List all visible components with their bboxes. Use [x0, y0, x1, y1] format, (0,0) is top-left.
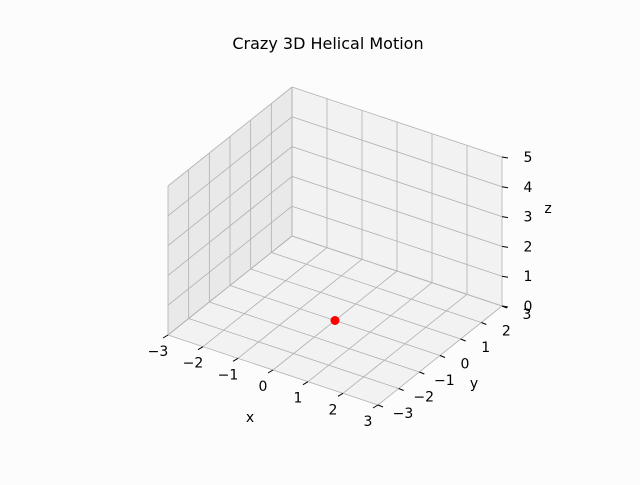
- x-tick-label: −2: [183, 356, 204, 372]
- y-tick: [419, 372, 424, 374]
- x-tick-label: −3: [148, 344, 169, 360]
- z-tick: [502, 217, 508, 218]
- x-tick-label: 2: [329, 402, 338, 418]
- y-tick-label: −3: [393, 406, 414, 422]
- x-tick: [163, 335, 168, 338]
- x-tick-label: −1: [218, 367, 239, 383]
- z-tick-label: 2: [524, 239, 533, 255]
- y-tick-label: 1: [481, 340, 490, 356]
- y-tick: [378, 405, 383, 407]
- z-axis-label: z: [544, 201, 551, 217]
- x-tick: [373, 405, 378, 408]
- y-axis-label: y: [470, 376, 478, 392]
- x-tick: [268, 370, 273, 373]
- x-axis-label: x: [246, 410, 254, 426]
- x-tick: [233, 358, 238, 361]
- z-tick: [502, 246, 508, 247]
- z-tick-label: 3: [524, 210, 533, 226]
- chart-title: Crazy 3D Helical Motion: [232, 34, 423, 53]
- y-tick-label: 0: [461, 357, 470, 373]
- x-tick-label: 0: [259, 379, 268, 395]
- y-tick: [399, 389, 404, 391]
- y-tick-label: 2: [502, 324, 511, 340]
- x-tick-label: 1: [294, 391, 303, 407]
- z-tick-label: 4: [524, 180, 533, 196]
- y-tick: [481, 323, 486, 325]
- y-tick: [440, 356, 445, 358]
- z-tick: [502, 276, 508, 277]
- y-tick: [461, 339, 466, 341]
- y-tick-label: −2: [413, 390, 434, 406]
- x-tick: [198, 347, 203, 350]
- y-tick-label: −1: [434, 373, 455, 389]
- z-tick: [502, 187, 508, 188]
- x-tick-label: 3: [364, 414, 373, 430]
- x-tick: [338, 393, 343, 396]
- x-tick: [303, 382, 308, 385]
- data-point: [331, 316, 340, 325]
- z-tick-label: 5: [524, 150, 533, 166]
- z-tick-label: 0: [524, 299, 533, 315]
- z-tick-label: 1: [524, 269, 533, 285]
- z-tick: [502, 157, 508, 158]
